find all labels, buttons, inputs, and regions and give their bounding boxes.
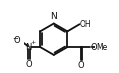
Text: −: − [12,36,18,42]
Text: O: O [25,60,32,69]
Text: O: O [78,61,84,70]
Text: O: O [91,43,97,52]
Text: N: N [50,12,57,21]
Text: OH: OH [80,20,92,29]
Text: O: O [14,36,21,45]
Text: N: N [26,43,32,52]
Text: +: + [30,40,35,45]
Text: Me: Me [97,43,108,52]
